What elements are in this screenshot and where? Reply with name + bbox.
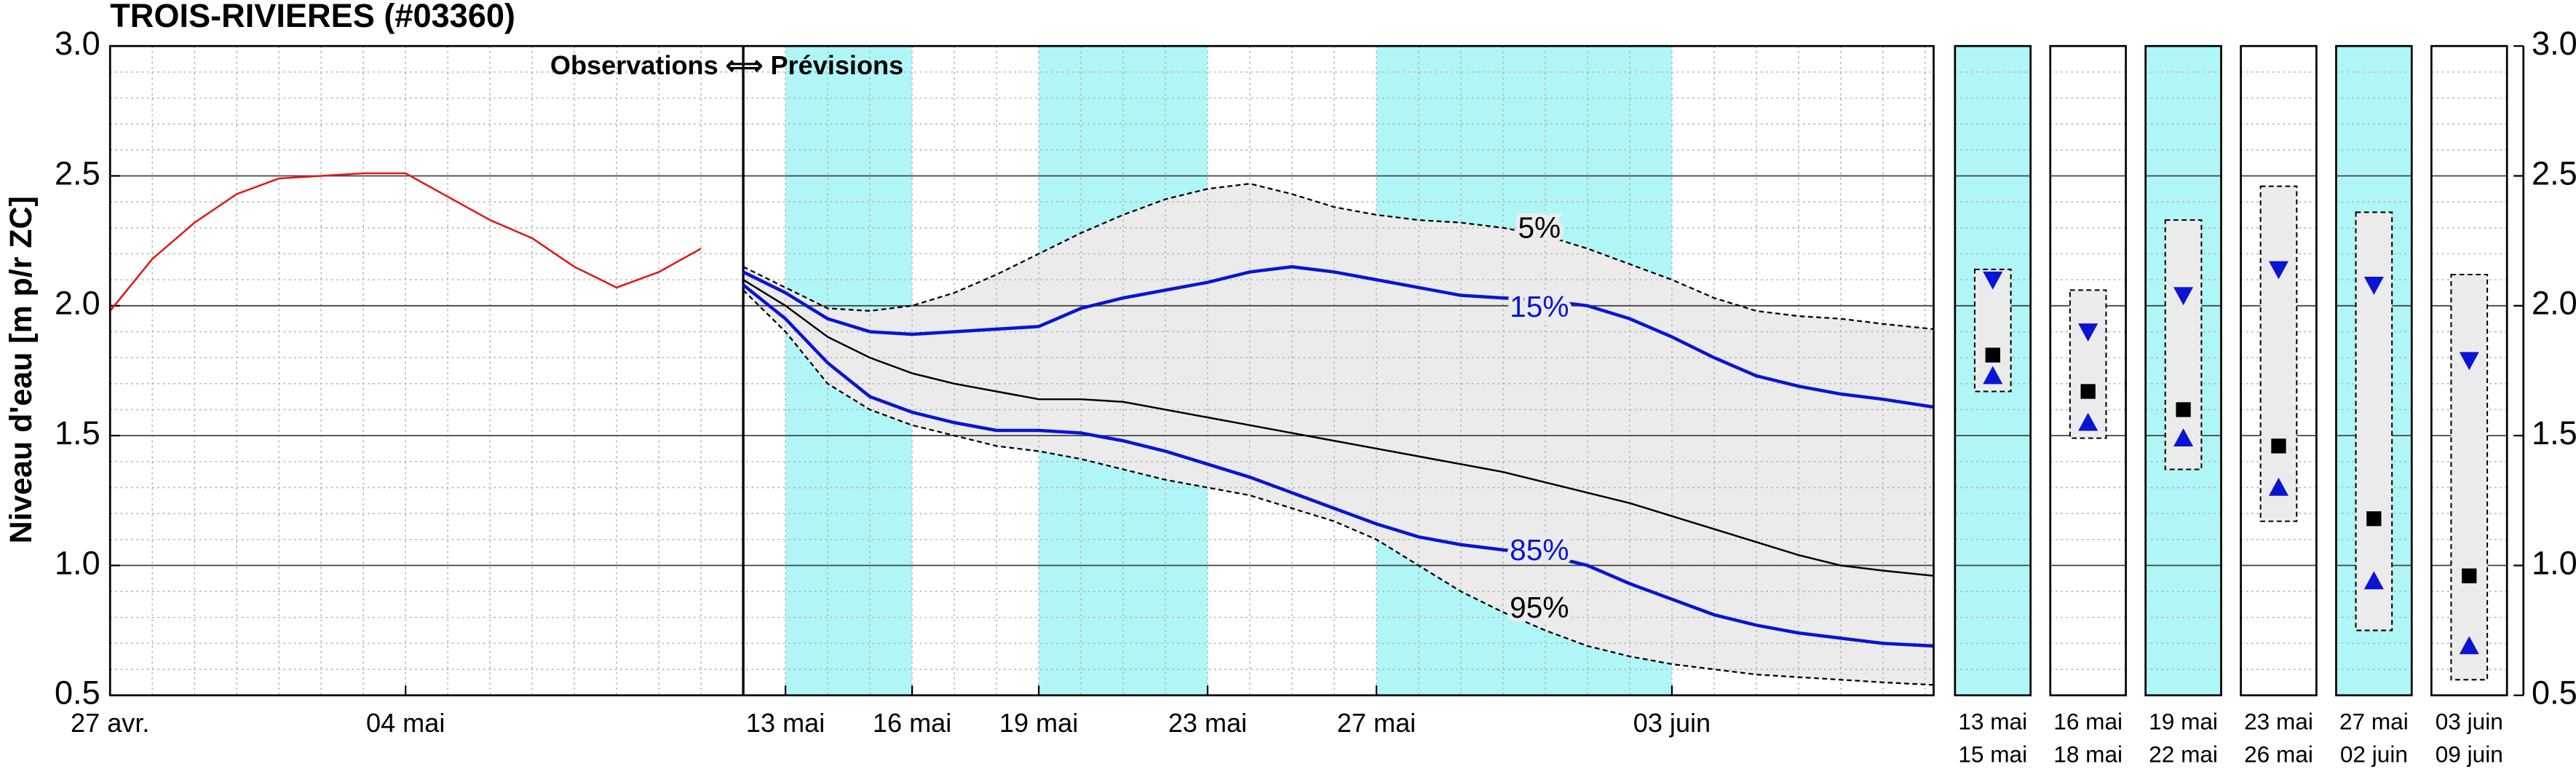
x-tick-label: 19 mai — [999, 708, 1078, 738]
panel-label: 26 mai — [2244, 741, 2313, 768]
panel-label: 23 mai — [2244, 708, 2313, 734]
panel-frame — [2049, 44, 2127, 697]
median-marker — [2176, 402, 2191, 417]
p15-marker — [1983, 271, 2003, 290]
panel-frame — [1954, 44, 2032, 697]
p85-marker — [2173, 428, 2194, 446]
panel-label: 03 juin — [2436, 708, 2503, 734]
x-tick-label: 16 mai — [873, 708, 951, 738]
panel-label: 16 mai — [2053, 708, 2123, 734]
median-marker — [2080, 384, 2096, 399]
panel-label: 02 juin — [2340, 741, 2408, 768]
panel-frame — [2335, 44, 2413, 697]
panel-frame — [2240, 44, 2318, 697]
panel-label: 13 mai — [1958, 708, 2027, 734]
y-tick-label: 2.5 — [55, 154, 100, 192]
panel-label: 18 mai — [2053, 741, 2123, 768]
y2-tick-label: 2.5 — [2532, 154, 2576, 192]
panel-label: 27 mai — [2339, 708, 2409, 734]
percentile-band — [743, 184, 1934, 685]
p15-marker — [2173, 287, 2194, 306]
series-line — [742, 279, 1934, 577]
annotation: Observations ⟺ Prévisions — [550, 50, 903, 80]
x-tick-label: 27 avr. — [71, 708, 149, 738]
y-tick-label: 0.5 — [55, 674, 100, 712]
p85-marker — [2363, 571, 2384, 590]
percentile-line-dashed — [742, 289, 1934, 686]
range-box — [2450, 273, 2489, 681]
panel-frame — [2430, 44, 2508, 697]
series-line — [109, 172, 702, 312]
percentile-line-dashed — [742, 183, 1934, 331]
panel-label: 15 mai — [1958, 741, 2027, 768]
y2-tick-label: 3.0 — [2532, 25, 2576, 62]
p15-marker — [2363, 276, 2384, 295]
plot-frame — [108, 44, 1935, 697]
x-tick-label: 04 mai — [366, 708, 445, 738]
range-box — [2164, 219, 2203, 470]
panel-label: 09 juin — [2436, 741, 2503, 768]
median-marker — [2366, 511, 2382, 527]
panel-frame — [2144, 44, 2222, 697]
series-label: 85% — [1510, 533, 1569, 567]
range-box — [2355, 211, 2393, 631]
y-tick-label: 1.0 — [55, 544, 100, 581]
series-label: 15% — [1510, 290, 1569, 323]
p85-marker — [2268, 477, 2289, 496]
y-tick-label: 1.5 — [55, 414, 100, 452]
chart-title: TROIS-RIVIERES (#03360) — [110, 0, 515, 34]
p85-marker — [2078, 412, 2099, 431]
p15-marker — [2268, 261, 2289, 280]
series-label: 95% — [1510, 591, 1569, 624]
y-axis-label: Niveau d'eau [m p/r ZC] — [4, 196, 39, 543]
p85-marker — [2459, 636, 2479, 655]
p85-marker — [1983, 366, 2003, 385]
x-tick-label: 27 mai — [1337, 708, 1416, 738]
median-marker — [2271, 438, 2286, 454]
p15-marker — [2459, 352, 2479, 371]
x-tick-label: 23 mai — [1168, 708, 1247, 738]
y-tick-label: 2.0 — [55, 285, 100, 322]
panel-label: 19 mai — [2149, 708, 2218, 734]
p15-marker — [2078, 323, 2099, 342]
x-tick-label: 13 mai — [746, 708, 825, 738]
y2-tick-label: 2.0 — [2532, 285, 2576, 322]
range-box — [2259, 185, 2298, 522]
panel-label: 22 mai — [2149, 741, 2218, 768]
y2-tick-label: 1.5 — [2532, 414, 2576, 452]
series-label: 5% — [1518, 211, 1561, 245]
series-line — [742, 265, 1934, 409]
y2-tick-label: 1.0 — [2532, 544, 2576, 581]
series-line — [742, 283, 1934, 648]
median-marker — [2462, 568, 2477, 583]
x-tick-label: 03 juin — [1633, 708, 1711, 738]
y2-tick-label: 0.5 — [2532, 674, 2576, 712]
median-marker — [1985, 347, 2000, 363]
y-tick-label: 3.0 — [55, 25, 100, 62]
